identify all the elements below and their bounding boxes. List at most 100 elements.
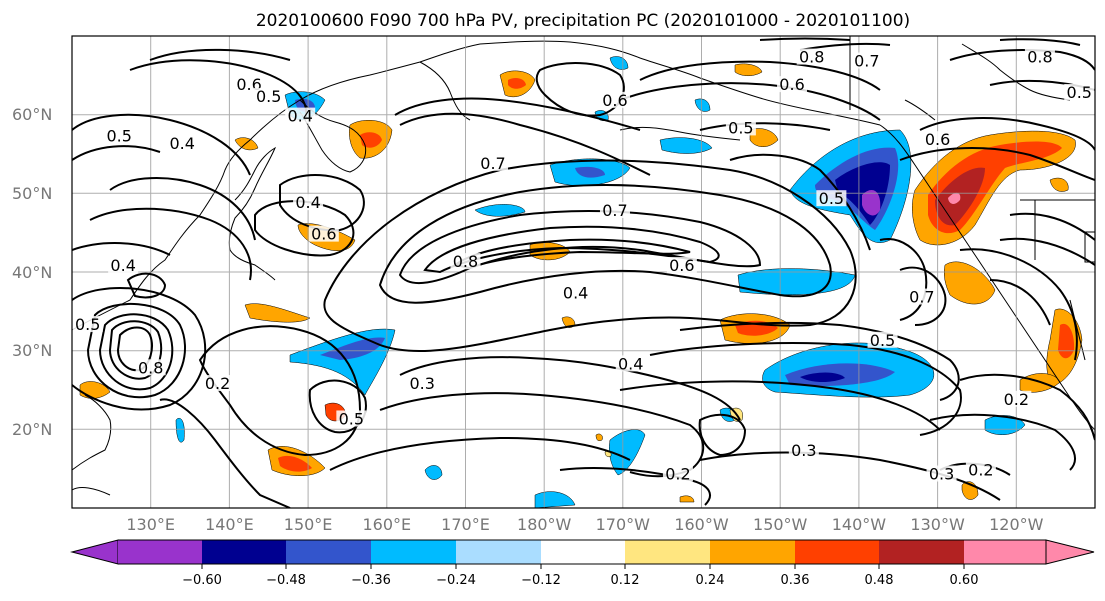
contour-label-bg <box>407 375 438 392</box>
colorbar-bin-6 <box>625 540 710 564</box>
contour-label-bg <box>167 135 198 152</box>
contour-label-bg <box>478 154 509 171</box>
contour-label-bg <box>666 257 697 274</box>
map-frame <box>71 35 1096 509</box>
contour-label-bg <box>450 253 481 270</box>
lon-label-170w: 170°W <box>596 515 651 534</box>
positive-precip-shading <box>79 63 1083 503</box>
lon-label-130w: 130°W <box>910 515 965 534</box>
contour-label-bg <box>662 465 693 482</box>
contour-label: 0.4 <box>295 193 320 212</box>
lon-label-150e: 150°E <box>284 515 333 534</box>
contour-label-bg <box>777 76 808 93</box>
contour-label: 0.6 <box>779 75 804 94</box>
contour-label: 0.5 <box>1067 83 1092 102</box>
contour-label: 0.5 <box>728 118 753 137</box>
contour-label: 0.2 <box>665 465 690 484</box>
contour-label-bg <box>816 190 847 207</box>
colorbar-tick-7: 0.36 <box>781 573 810 588</box>
figure-title: 2020100600 F090 700 hPa PV, precipitatio… <box>256 11 910 31</box>
contour-label: 0.2 <box>1004 390 1029 409</box>
contour-label: 0.6 <box>925 130 950 149</box>
colorbar-tick-1: −0.48 <box>266 573 306 588</box>
contour-label-bg <box>1064 84 1095 100</box>
colorbar: −0.60 −0.48 −0.36 −0.24 −0.12 0.12 0.24 … <box>70 539 1095 588</box>
latitude-labels: 60°N 50°N 40°N 30°N 20°N <box>12 105 52 439</box>
contour-label-bg <box>293 194 324 211</box>
lat-label-50: 50°N <box>12 184 52 203</box>
contour-label: 0.3 <box>929 465 954 484</box>
lon-label-140w: 140°W <box>832 515 887 534</box>
contour-label: 0.5 <box>819 189 844 208</box>
colorbar-bin-8 <box>795 540 879 564</box>
contour-label-bg <box>72 316 103 333</box>
colorbar-tick-6: 0.24 <box>696 573 725 588</box>
contour-label-bg <box>906 288 937 305</box>
colorbar-bin-9 <box>879 540 964 564</box>
contour-label-bg <box>253 87 284 104</box>
contour-label: 0.5 <box>75 315 100 334</box>
contour-label-bg <box>1001 390 1032 407</box>
colorbar-tick-3: −0.24 <box>436 573 476 588</box>
colorbar-bin-7 <box>710 540 795 564</box>
contour-label-bg <box>308 225 339 242</box>
contour-label-bg <box>285 107 316 124</box>
lon-label-120w: 120°W <box>989 515 1044 534</box>
lat-label-60: 60°N <box>12 105 52 124</box>
contour-label: 0.7 <box>602 201 627 220</box>
contour-label: 0.7 <box>909 288 934 307</box>
contour-label: 0.7 <box>854 52 879 71</box>
map-area: 0.6 0.5 0.4 0.5 0.4 0.4 0.6 0.4 0.5 0.8 0.2 0.5 0.3 0… <box>72 36 1095 508</box>
lat-label-20: 20°N <box>12 420 52 439</box>
colorbar-tick-0: −0.60 <box>182 573 222 588</box>
colorbar-tick-4: −0.12 <box>521 573 561 588</box>
contour-label: 0.6 <box>602 91 627 110</box>
contour-label-bg <box>851 52 882 69</box>
colorbar-tick-9: 0.60 <box>950 573 979 588</box>
contour-label-bg <box>965 461 996 478</box>
contour-label: 0.8 <box>1027 48 1052 67</box>
contour-label: 0.5 <box>256 87 281 106</box>
colorbar-over-extension <box>1045 539 1095 565</box>
contour-label: 0.4 <box>110 256 135 275</box>
contour-label: 0.5 <box>106 126 131 145</box>
lon-label-140e: 140°E <box>205 515 254 534</box>
contour-label-bg <box>926 465 957 482</box>
lat-label-40: 40°N <box>12 263 52 282</box>
contour-label-bg <box>1024 48 1055 65</box>
contour-label: 0.4 <box>618 354 643 373</box>
contour-label: 0.6 <box>669 256 694 275</box>
lon-label-160e: 160°E <box>362 515 411 534</box>
contour-label-bg <box>599 202 630 218</box>
colorbar-bin-1 <box>202 540 286 564</box>
colorbar-bin-4 <box>456 540 541 564</box>
colorbar-bin-5 <box>541 540 625 564</box>
contour-label-bg <box>336 410 367 427</box>
colorbar-tick-8: 0.48 <box>865 573 894 588</box>
contour-label: 0.8 <box>453 252 478 271</box>
contour-label: 0.7 <box>480 154 505 173</box>
lon-label-170e: 170°E <box>441 515 490 534</box>
contour-label-bg <box>615 355 646 372</box>
colorbar-bin-2 <box>286 540 371 564</box>
contour-label: 0.8 <box>799 48 824 67</box>
colorbar-bin-10 <box>964 540 1046 564</box>
colorbar-under-extension <box>70 539 119 565</box>
contour-label-bg <box>108 257 139 274</box>
colorbar-bin-3 <box>371 540 456 564</box>
contour-label: 0.4 <box>287 107 312 126</box>
contour-label: 0.4 <box>563 284 588 303</box>
contour-label-bg <box>135 359 166 376</box>
contour-label-bg <box>202 375 233 392</box>
contour-label-bg <box>796 48 827 65</box>
contour-label: 0.5 <box>870 331 895 350</box>
colorbar-bin-0 <box>118 540 202 564</box>
pv-contours <box>72 37 1095 508</box>
contour-label: 0.8 <box>138 358 163 377</box>
contour-label-bg <box>599 91 630 108</box>
contour-label: 0.4 <box>169 134 194 153</box>
lon-label-160w: 160°W <box>674 515 729 534</box>
lat-label-30: 30°N <box>12 341 52 360</box>
contour-label-bg <box>867 331 898 348</box>
